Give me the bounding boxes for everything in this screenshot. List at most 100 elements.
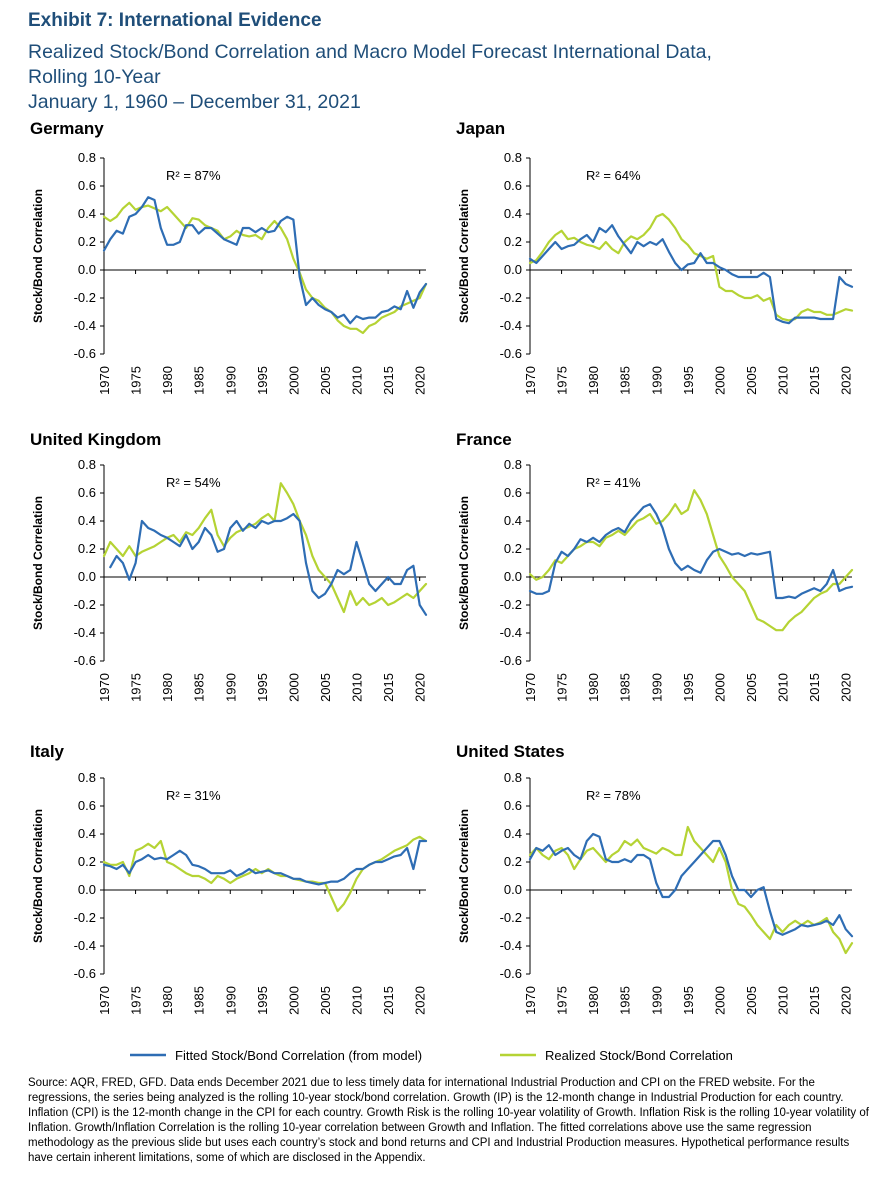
x-tick-label: 2015 [807,366,822,395]
x-tick-label: 1995 [255,986,270,1015]
y-axis-label: Stock/Bond Correlation [31,809,45,943]
y-tick-label: -0.2 [500,910,522,925]
x-tick-label: 2000 [712,986,727,1015]
y-tick-label: -0.6 [74,346,96,361]
realized-series-line [102,482,428,614]
legend-fitted-label: Fitted Stock/Bond Correlation (from mode… [175,1048,422,1063]
r-squared-annotation: R² = 41% [586,475,641,490]
chart-united-states: United States 0.8 0.6 0.4 0.2 0.0 -0.2 -0.4 -0.6… [456,742,854,1015]
y-tick-label: -0.6 [500,346,522,361]
legend-realized-label: Realized Stock/Bond Correlation [545,1048,733,1063]
y-tick-label: -0.2 [500,597,522,612]
x-tick-label: 1995 [681,986,696,1015]
exhibit-title: Exhibit 7: International Evidence [28,10,322,31]
x-tick-label: 1995 [681,673,696,702]
y-tick-label: 0.0 [78,569,96,584]
chart-united-kingdom: United Kingdom 0.8 0.6 0.4 0.2 0.0 -0.2 -0.4 -0.… [30,430,428,702]
chart-title: United Kingdom [30,430,161,449]
y-tick-label: 0.0 [78,882,96,897]
chart-title: United States [456,742,565,761]
y-tick-label: -0.6 [74,966,96,981]
y-tick-label: 0.4 [504,513,522,528]
y-tick-label: -0.4 [500,938,522,953]
x-tick-label: 2015 [381,986,396,1015]
x-tick-label: 2015 [807,673,822,702]
x-tick-label: 1985 [618,986,633,1015]
r-squared-annotation: R² = 64% [586,168,641,183]
subtitle-line-3: January 1, 1960 – December 31, 2021 [28,91,361,113]
y-tick-label: 0.0 [78,262,96,277]
r-squared-annotation: R² = 87% [166,168,221,183]
y-tick-label: 0.8 [78,770,96,785]
x-tick-label: 1980 [160,986,175,1015]
y-axis-label: Stock/Bond Correlation [457,189,471,323]
y-tick-label: 0.4 [78,826,96,841]
x-tick-label: 2010 [776,366,791,395]
y-tick-label: 0.4 [78,513,96,528]
x-tick-label: 2005 [318,986,333,1015]
x-tick-label: 1970 [523,673,538,702]
y-tick-label: -0.6 [74,653,96,668]
y-tick-label: -0.4 [500,625,522,640]
x-tick-label: 1985 [618,366,633,395]
y-tick-label: -0.4 [74,938,96,953]
x-tick-label: 2010 [350,366,365,395]
y-axis-label: Stock/Bond Correlation [31,189,45,323]
r-squared-annotation: R² = 31% [166,788,221,803]
x-tick-label: 2015 [381,673,396,702]
x-tick-label: 1990 [223,673,238,702]
x-tick-label: 1990 [223,366,238,395]
x-tick-label: 1970 [97,366,112,395]
x-tick-label: 1995 [255,366,270,395]
x-tick-label: 1975 [555,673,570,702]
x-tick-label: 1970 [97,673,112,702]
x-tick-label: 2010 [776,986,791,1015]
y-tick-label: 0.8 [504,770,522,785]
y-tick-label: -0.2 [500,290,522,305]
y-tick-label: 0.0 [504,882,522,897]
x-tick-label: 2005 [318,366,333,395]
x-tick-label: 2000 [712,673,727,702]
x-tick-label: 2015 [381,366,396,395]
x-tick-label: 2005 [744,673,759,702]
y-tick-label: 0.2 [504,234,522,249]
x-tick-label: 2010 [350,986,365,1015]
y-axis-label: Stock/Bond Correlation [31,496,45,630]
fitted-series-line [102,839,428,886]
chart-title: France [456,430,512,449]
x-tick-label: 2010 [350,673,365,702]
subtitle-line-2: Rolling 10-Year [28,66,161,88]
x-tick-label: 2005 [744,986,759,1015]
source-note: Source: AQR, FRED, GFD. Data ends Decemb… [28,1077,869,1164]
x-tick-label: 2020 [839,986,854,1015]
r-squared-annotation: R² = 54% [166,475,221,490]
y-tick-label: 0.8 [78,457,96,472]
x-tick-label: 1985 [618,673,633,702]
x-tick-label: 1995 [255,673,270,702]
x-tick-label: 1975 [129,366,144,395]
y-tick-label: 0.8 [504,457,522,472]
x-tick-label: 1980 [160,673,175,702]
x-tick-label: 1980 [586,673,601,702]
x-tick-label: 1995 [681,366,696,395]
realized-series-line [528,825,854,955]
x-tick-label: 1990 [649,986,664,1015]
y-tick-label: 0.6 [504,178,522,193]
fitted-series-line [528,224,854,325]
y-tick-label: 0.2 [504,541,522,556]
x-tick-label: 1975 [555,986,570,1015]
realized-series-line [528,212,854,322]
y-tick-label: -0.4 [74,318,96,333]
y-tick-label: -0.6 [500,966,522,981]
x-tick-label: 1975 [555,366,570,395]
x-tick-label: 2000 [712,366,727,395]
x-tick-label: 2020 [839,366,854,395]
x-tick-label: 1975 [129,673,144,702]
y-tick-label: -0.4 [74,625,96,640]
x-tick-label: 2020 [839,673,854,702]
y-tick-label: 0.6 [504,798,522,813]
x-tick-label: 1970 [523,986,538,1015]
x-tick-label: 2020 [413,366,428,395]
